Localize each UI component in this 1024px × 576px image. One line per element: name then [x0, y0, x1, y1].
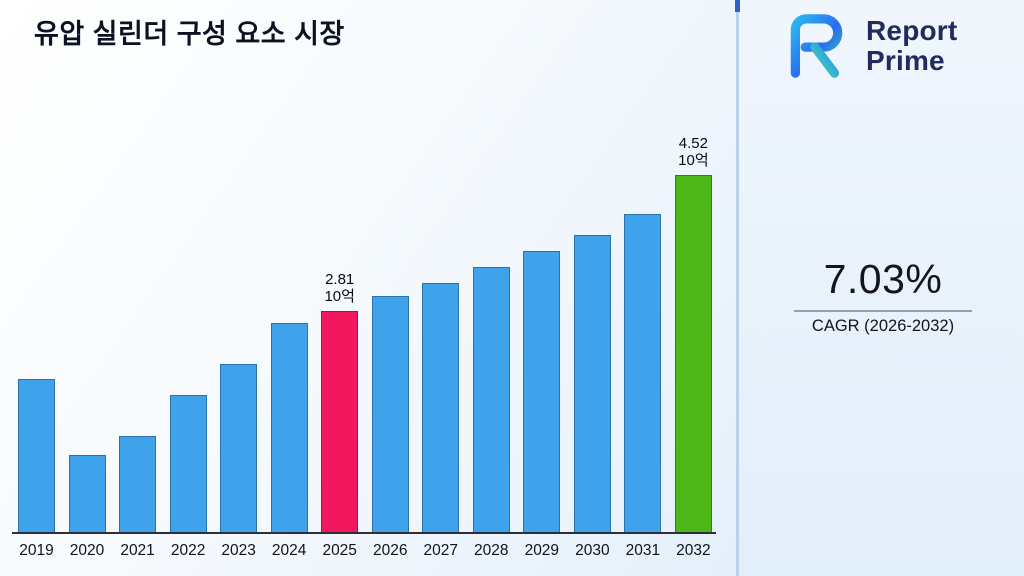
bar-group-2031: 2031: [624, 214, 662, 559]
bar-2031: [624, 214, 662, 533]
bar-2028: [472, 267, 510, 533]
page-title: 유압 실린더 구성 요소 시장: [34, 19, 345, 49]
bar-group-2027: 2027: [422, 283, 460, 559]
x-tick-2020: 2020: [69, 542, 105, 559]
bar-2032: [674, 175, 712, 533]
bar-2025: [321, 311, 359, 533]
bar-group-2025: 2.81 10억 2025: [321, 272, 359, 559]
bar-group-2026: 2026: [371, 296, 409, 559]
x-tick-2023: 2023: [221, 542, 256, 559]
bar-group-2030: 2030: [573, 235, 611, 559]
bar-2023: [220, 364, 258, 533]
x-tick-2022: 2022: [170, 542, 206, 559]
x-tick-2031: 2031: [625, 542, 661, 559]
bar-2029: [523, 251, 561, 533]
x-tick-2026: 2026: [372, 542, 408, 559]
bar-group-2020: 2020: [68, 455, 106, 559]
bar-group-2032: 4.52 10억 2032: [674, 136, 712, 559]
brand-name-line1: Report: [866, 14, 958, 46]
bar-2019: [18, 379, 55, 533]
x-tick-2025: 2025: [322, 542, 357, 559]
x-tick-2028: 2028: [474, 542, 509, 559]
x-tick-2021: 2021: [120, 542, 155, 559]
right-panel-background: [739, 0, 1024, 576]
x-tick-2024: 2024: [271, 542, 307, 559]
x-tick-2027: 2027: [423, 542, 458, 559]
bar-group-2021: 2021: [119, 436, 157, 559]
bar-2020: [68, 455, 106, 533]
brand-name: Report Prime: [866, 14, 958, 76]
vertical-divider: [736, 0, 739, 576]
x-tick-2029: 2029: [524, 542, 560, 559]
bar-2021: [119, 436, 157, 533]
bar-label-2032: 4.52 10억: [678, 135, 709, 170]
bar-group-2028: 2028: [472, 267, 510, 559]
cagr-underline: [794, 310, 972, 312]
cagr-label: CAGR (2026-2032): [811, 317, 955, 335]
report-prime-logo-icon: [790, 14, 843, 78]
bar-label-2025: 2.81 10억: [324, 271, 355, 306]
x-tick-2019: 2019: [19, 542, 54, 559]
bar-group-2019: 2019: [18, 379, 55, 559]
bar-2024: [270, 323, 308, 533]
brand-name-line2: Prime: [866, 45, 945, 76]
x-tick-2032: 2032: [676, 542, 711, 559]
cagr-panel: 7.03% CAGR (2026-2032): [790, 256, 976, 336]
bar-group-2023: 2023: [220, 364, 258, 559]
bar-2027: [422, 283, 460, 533]
brand-logo: Report Prime: [778, 8, 957, 84]
cagr-value: 7.03%: [823, 256, 943, 302]
x-tick-2030: 2030: [575, 542, 610, 559]
bar-group-2024: 2024: [270, 323, 308, 559]
divider-top-cap: [735, 0, 740, 12]
bar-chart: 2019 2020 2021 2022 2023 2024 2.81 10억 2025 2026 2…: [18, 136, 712, 559]
bar-2022: [169, 395, 207, 533]
x-axis-line: [12, 532, 716, 534]
bar-2026: [371, 296, 409, 533]
bar-group-2029: 2029: [523, 251, 561, 559]
bar-group-2022: 2022: [169, 395, 207, 559]
bar-2030: [573, 235, 611, 533]
